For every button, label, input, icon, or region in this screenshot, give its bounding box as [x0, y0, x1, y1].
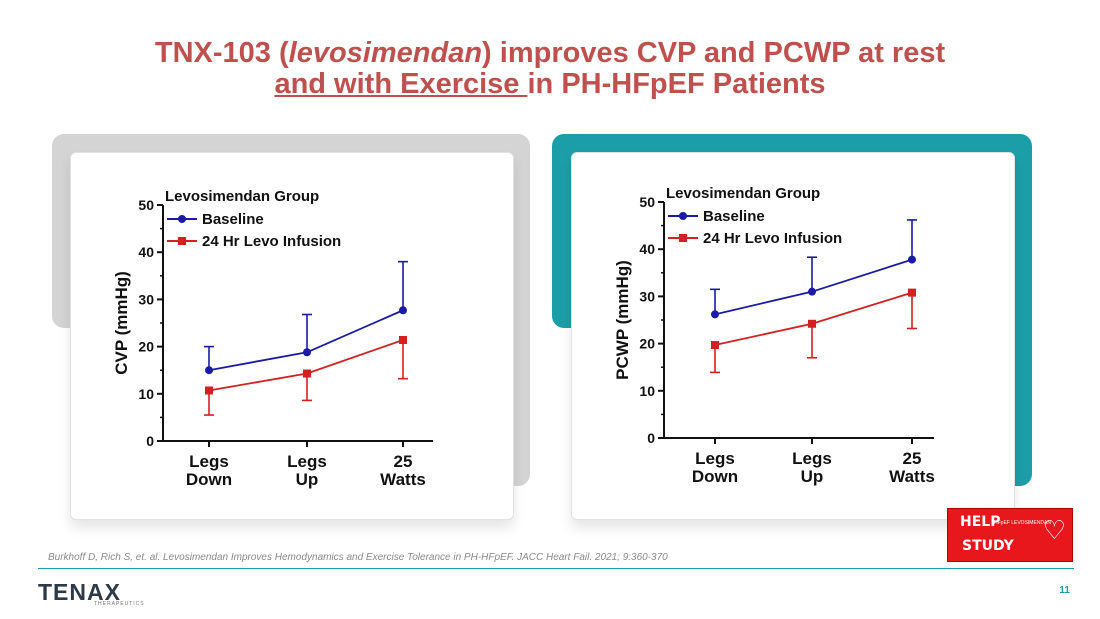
- pcwp-data-point: [808, 287, 816, 296]
- logo-text: TENAX: [38, 579, 121, 605]
- pcwp-legend-label: 24 Hr Levo Infusion: [703, 230, 842, 247]
- pcwp-series-line: [714, 258, 913, 316]
- pcwp-x-tick-label: Legs: [792, 449, 832, 468]
- pcwp-series-line: [714, 291, 913, 346]
- title-text-b: ) improves CVP and PCWP at rest: [482, 37, 946, 69]
- pcwp-chart-title: Levosimendan Group: [666, 185, 820, 202]
- pcwp-data-point: [908, 288, 916, 297]
- cvp-x-tick-label: Legs: [189, 452, 229, 471]
- cvp-data-point: [303, 348, 311, 357]
- badge-subtext: HFpEF LEVOSIMENDAN: [994, 520, 1051, 526]
- pcwp-x-tick-label: Legs: [695, 449, 735, 468]
- pcwp-y-tick-label: 0: [647, 430, 655, 446]
- pcwp-x-tick-label: Up: [801, 467, 824, 486]
- cvp-legend-label: 24 Hr Levo Infusion: [202, 233, 341, 250]
- slide-title: TNX-103 (levosimendan) improves CVP and …: [0, 38, 1100, 100]
- cvp-legend-marker: [178, 215, 186, 223]
- pcwp-data-point: [711, 310, 719, 319]
- title-line-1: TNX-103 (levosimendan) improves CVP and …: [0, 38, 1100, 69]
- right-panel-backdrop-edge: [1010, 134, 1032, 486]
- badge-study-text: STUDY: [962, 538, 1014, 554]
- title-text-c: in PH-HFpEF Patients: [527, 68, 826, 100]
- pcwp-y-axis-label: PCWP (mmHg): [613, 260, 632, 380]
- pcwp-x-tick-label: 25: [903, 449, 922, 468]
- pcwp-data-point: [808, 319, 816, 328]
- citation: Burkhoff D, Rich S, et. al. Levosimendan…: [48, 552, 668, 563]
- cvp-legend-label: Baseline: [202, 211, 264, 228]
- cvp-series-line: [208, 309, 404, 372]
- help-study-badge: HELP HFpEF LEVOSIMENDAN STUDY ♡: [947, 508, 1073, 562]
- cvp-chart-card: 0 10 20 30 40 50 Legs Down Legs Up 25 Watts CVP (mmH…: [70, 152, 514, 520]
- pcwp-data-point: [711, 341, 719, 350]
- logo-subtitle: THERAPEUTICS: [94, 601, 145, 607]
- pcwp-legend-marker: [679, 234, 687, 242]
- title-line-2: and with Exercise in PH-HFpEF Patients: [0, 69, 1100, 100]
- cvp-data-point: [205, 386, 213, 395]
- cvp-x-tick-label: Up: [296, 470, 319, 489]
- footer-divider: [38, 568, 1074, 569]
- pcwp-legend-marker: [679, 212, 687, 220]
- pcwp-data-point: [908, 255, 916, 264]
- title-text-italic: levosimendan: [288, 37, 483, 69]
- pcwp-chart-card: 0 10 20 30 40 50 Legs Down Legs Up 25 Watts PCWP (mm…: [571, 152, 1015, 520]
- pcwp-y-tick-label: 20: [639, 336, 655, 352]
- cvp-y-tick-label: 40: [138, 244, 154, 260]
- cvp-x-tick-label: Watts: [380, 470, 426, 489]
- cvp-y-tick-label: 10: [138, 386, 154, 402]
- page-number: 11: [1059, 585, 1070, 596]
- cvp-y-tick-label: 20: [138, 339, 154, 355]
- cvp-legend-marker: [178, 237, 186, 245]
- cvp-data-point: [303, 369, 311, 378]
- pcwp-y-tick-label: 10: [639, 383, 655, 399]
- cvp-data-point: [399, 306, 407, 315]
- cvp-data-point: [399, 335, 407, 344]
- pcwp-legend-label: Baseline: [703, 208, 765, 225]
- pcwp-y-tick-label: 40: [639, 241, 655, 257]
- title-text-a: TNX-103 (: [154, 37, 289, 69]
- cvp-y-tick-label: 0: [146, 433, 154, 449]
- cvp-y-tick-label: 30: [138, 291, 154, 307]
- badge-help-text: HELP: [960, 514, 1001, 530]
- title-text-underlined: and with Exercise: [274, 68, 528, 100]
- cvp-y-axis-label: CVP (mmHg): [112, 271, 131, 375]
- heart-icon: ♡: [1042, 515, 1066, 545]
- cvp-x-tick-label: Legs: [287, 452, 327, 471]
- cvp-y-tick-label: 50: [138, 197, 154, 213]
- cvp-data-point: [205, 366, 213, 375]
- cvp-x-tick-label: Down: [186, 470, 232, 489]
- pcwp-y-tick-label: 30: [639, 288, 655, 304]
- pcwp-x-tick-label: Down: [692, 467, 738, 486]
- cvp-chart-title: Levosimendan Group: [165, 188, 319, 205]
- tenax-logo: TENAX THERAPEUTICS: [38, 579, 148, 607]
- pcwp-y-tick-label: 50: [639, 194, 655, 210]
- cvp-x-tick-label: 25: [394, 452, 413, 471]
- pcwp-x-tick-label: Watts: [889, 467, 935, 486]
